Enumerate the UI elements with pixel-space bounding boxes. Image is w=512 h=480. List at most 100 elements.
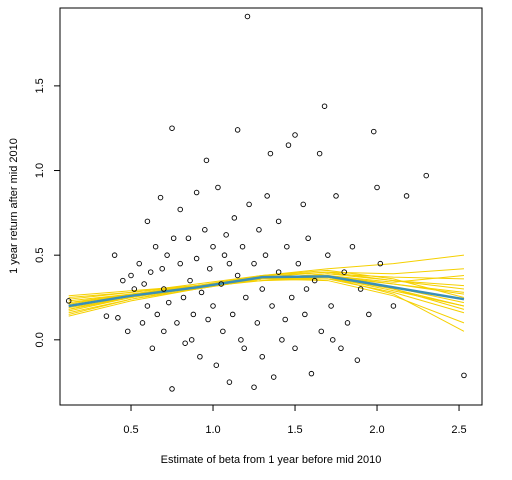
point: [203, 157, 210, 164]
point: [174, 320, 180, 326]
point: [141, 281, 147, 287]
point: [154, 311, 161, 318]
point: [300, 201, 306, 208]
point: [284, 243, 290, 250]
point: [366, 311, 372, 318]
point: [256, 227, 262, 233]
point: [333, 193, 339, 199]
point: [267, 150, 274, 157]
point: [157, 194, 164, 201]
point: [318, 328, 325, 335]
point: [354, 357, 361, 363]
point: [188, 337, 195, 343]
point: [170, 235, 177, 241]
point: [349, 243, 356, 250]
point: [213, 362, 220, 368]
point: [147, 269, 154, 275]
point: [136, 260, 142, 267]
point: [144, 218, 151, 225]
y-tick-label: 0.0: [34, 332, 46, 347]
point: [226, 260, 233, 267]
fit-line: [68, 275, 465, 308]
point: [374, 184, 380, 191]
point: [128, 272, 134, 279]
point: [403, 193, 410, 199]
point: [246, 201, 252, 208]
point: [221, 252, 228, 258]
point: [161, 286, 167, 292]
point: [275, 269, 282, 275]
point: [341, 269, 347, 275]
point: [198, 289, 205, 296]
point: [182, 340, 188, 346]
point: [244, 13, 251, 20]
y-axis-label: 1 year return after mid 2010: [8, 138, 20, 274]
point: [262, 252, 269, 258]
point: [288, 294, 295, 301]
point: [144, 303, 151, 309]
plot-frame: [59, 7, 483, 406]
point: [161, 328, 167, 335]
point: [164, 252, 170, 258]
point: [220, 328, 226, 335]
point: [193, 255, 200, 262]
point: [131, 286, 138, 292]
point: [215, 184, 221, 191]
point: [254, 320, 261, 326]
point: [226, 379, 233, 385]
point: [292, 345, 298, 352]
point: [205, 316, 211, 323]
point: [251, 384, 257, 390]
point: [241, 345, 247, 352]
point: [303, 286, 310, 292]
point: [338, 345, 344, 352]
point: [152, 243, 159, 250]
point: [330, 337, 336, 343]
point: [243, 294, 249, 301]
x-tick-label: 0.5: [123, 424, 138, 436]
point: [124, 328, 131, 335]
point: [169, 125, 175, 131]
point: [423, 172, 429, 179]
point: [357, 286, 364, 292]
x-tick-label: 1.0: [205, 424, 220, 436]
point: [259, 354, 265, 360]
y-tick-label: 0.5: [34, 248, 46, 263]
point: [308, 370, 315, 377]
point: [390, 303, 397, 309]
point: [325, 252, 331, 258]
point: [149, 345, 156, 352]
point: [231, 215, 238, 221]
point: [197, 354, 203, 360]
point: [321, 103, 328, 109]
point: [269, 303, 275, 309]
point: [285, 142, 292, 148]
point: [292, 132, 298, 138]
x-tick-label: 2.5: [451, 424, 466, 436]
point: [377, 260, 384, 267]
y-tick-label: 1.5: [34, 78, 46, 93]
point: [139, 320, 146, 326]
y-tick-label: 1.0: [34, 163, 46, 178]
point: [180, 294, 187, 301]
point: [223, 232, 229, 238]
point: [187, 277, 193, 284]
point: [305, 235, 311, 241]
point: [311, 277, 318, 284]
point: [210, 243, 216, 250]
point: [210, 303, 216, 309]
point: [65, 298, 72, 304]
point: [234, 272, 241, 279]
point: [259, 286, 265, 292]
point: [190, 311, 197, 318]
point: [461, 372, 467, 379]
point: [206, 265, 213, 272]
x-axis-label: Estimate of beta from 1 year before mid …: [161, 454, 382, 466]
x-tick-label: 2.0: [369, 424, 384, 436]
point: [177, 206, 183, 213]
point: [159, 265, 165, 272]
point: [328, 303, 334, 309]
point: [234, 127, 241, 133]
